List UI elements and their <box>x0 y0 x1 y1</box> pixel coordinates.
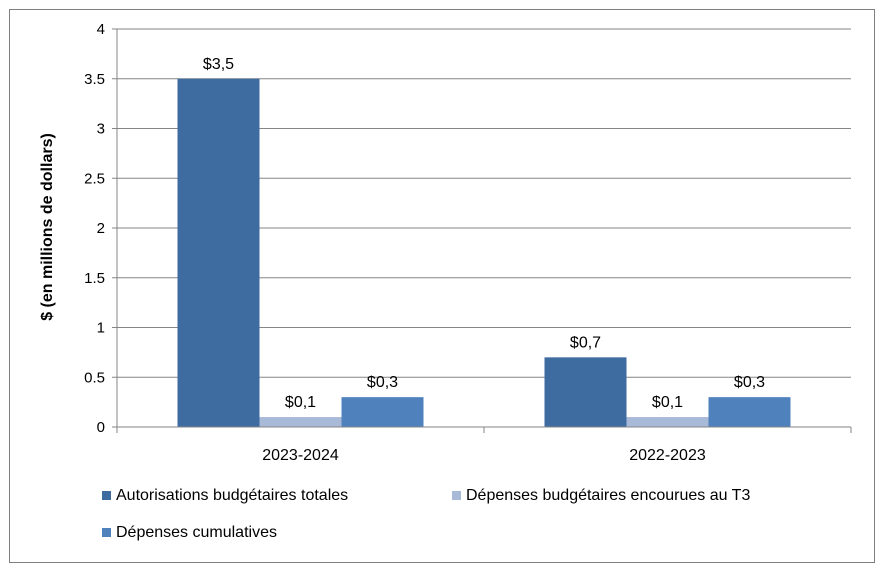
bar <box>177 78 260 427</box>
bar <box>259 417 342 427</box>
legend-swatch <box>452 491 461 500</box>
legend-entry: Autorisations budgétaires totales <box>116 487 348 504</box>
legend-swatch <box>102 528 111 537</box>
y-axis-label: $ (en millions de dollars) <box>39 133 56 321</box>
bar <box>708 397 791 427</box>
y-tick-label: 4 <box>97 21 105 38</box>
y-tick-label: 1 <box>97 320 105 337</box>
y-tick-label: 0 <box>97 419 105 436</box>
bars: $3,5 $0,1 $0,3 $0,7 $0,1 $0,3 <box>177 56 791 427</box>
y-tick-label: 3.5 <box>84 71 105 88</box>
bar <box>341 397 424 427</box>
data-label: $3,5 <box>203 56 234 73</box>
data-label: $0,3 <box>367 374 398 391</box>
y-tick-label: 3 <box>97 121 105 138</box>
legend-entry: Dépenses budgétaires encourues au T3 <box>466 487 750 504</box>
data-label: $0,1 <box>652 394 683 411</box>
x-tick-label: 2022-2023 <box>629 447 706 464</box>
bar <box>544 357 627 427</box>
bar <box>626 417 709 427</box>
data-label: $0,7 <box>570 334 601 351</box>
data-label: $0,1 <box>285 394 316 411</box>
y-tick-label: 1.5 <box>84 270 105 287</box>
y-tick-label: 0.5 <box>84 369 105 386</box>
x-axis: 2023-2024 2022-2023 <box>116 426 852 464</box>
data-label: $0,3 <box>734 374 765 391</box>
chart-frame <box>9 9 875 563</box>
y-axis: 0 0.5 1 1.5 2 2.5 3 3.5 4 <box>84 21 118 436</box>
legend-entry: Dépenses cumulatives <box>116 524 277 541</box>
legend: Autorisations budgétaires totales Dépense… <box>102 487 750 541</box>
x-tick-label: 2023-2024 <box>262 447 339 464</box>
y-tick-label: 2.5 <box>84 170 105 187</box>
y-tick-label: 2 <box>97 220 105 237</box>
legend-swatch <box>102 491 111 500</box>
